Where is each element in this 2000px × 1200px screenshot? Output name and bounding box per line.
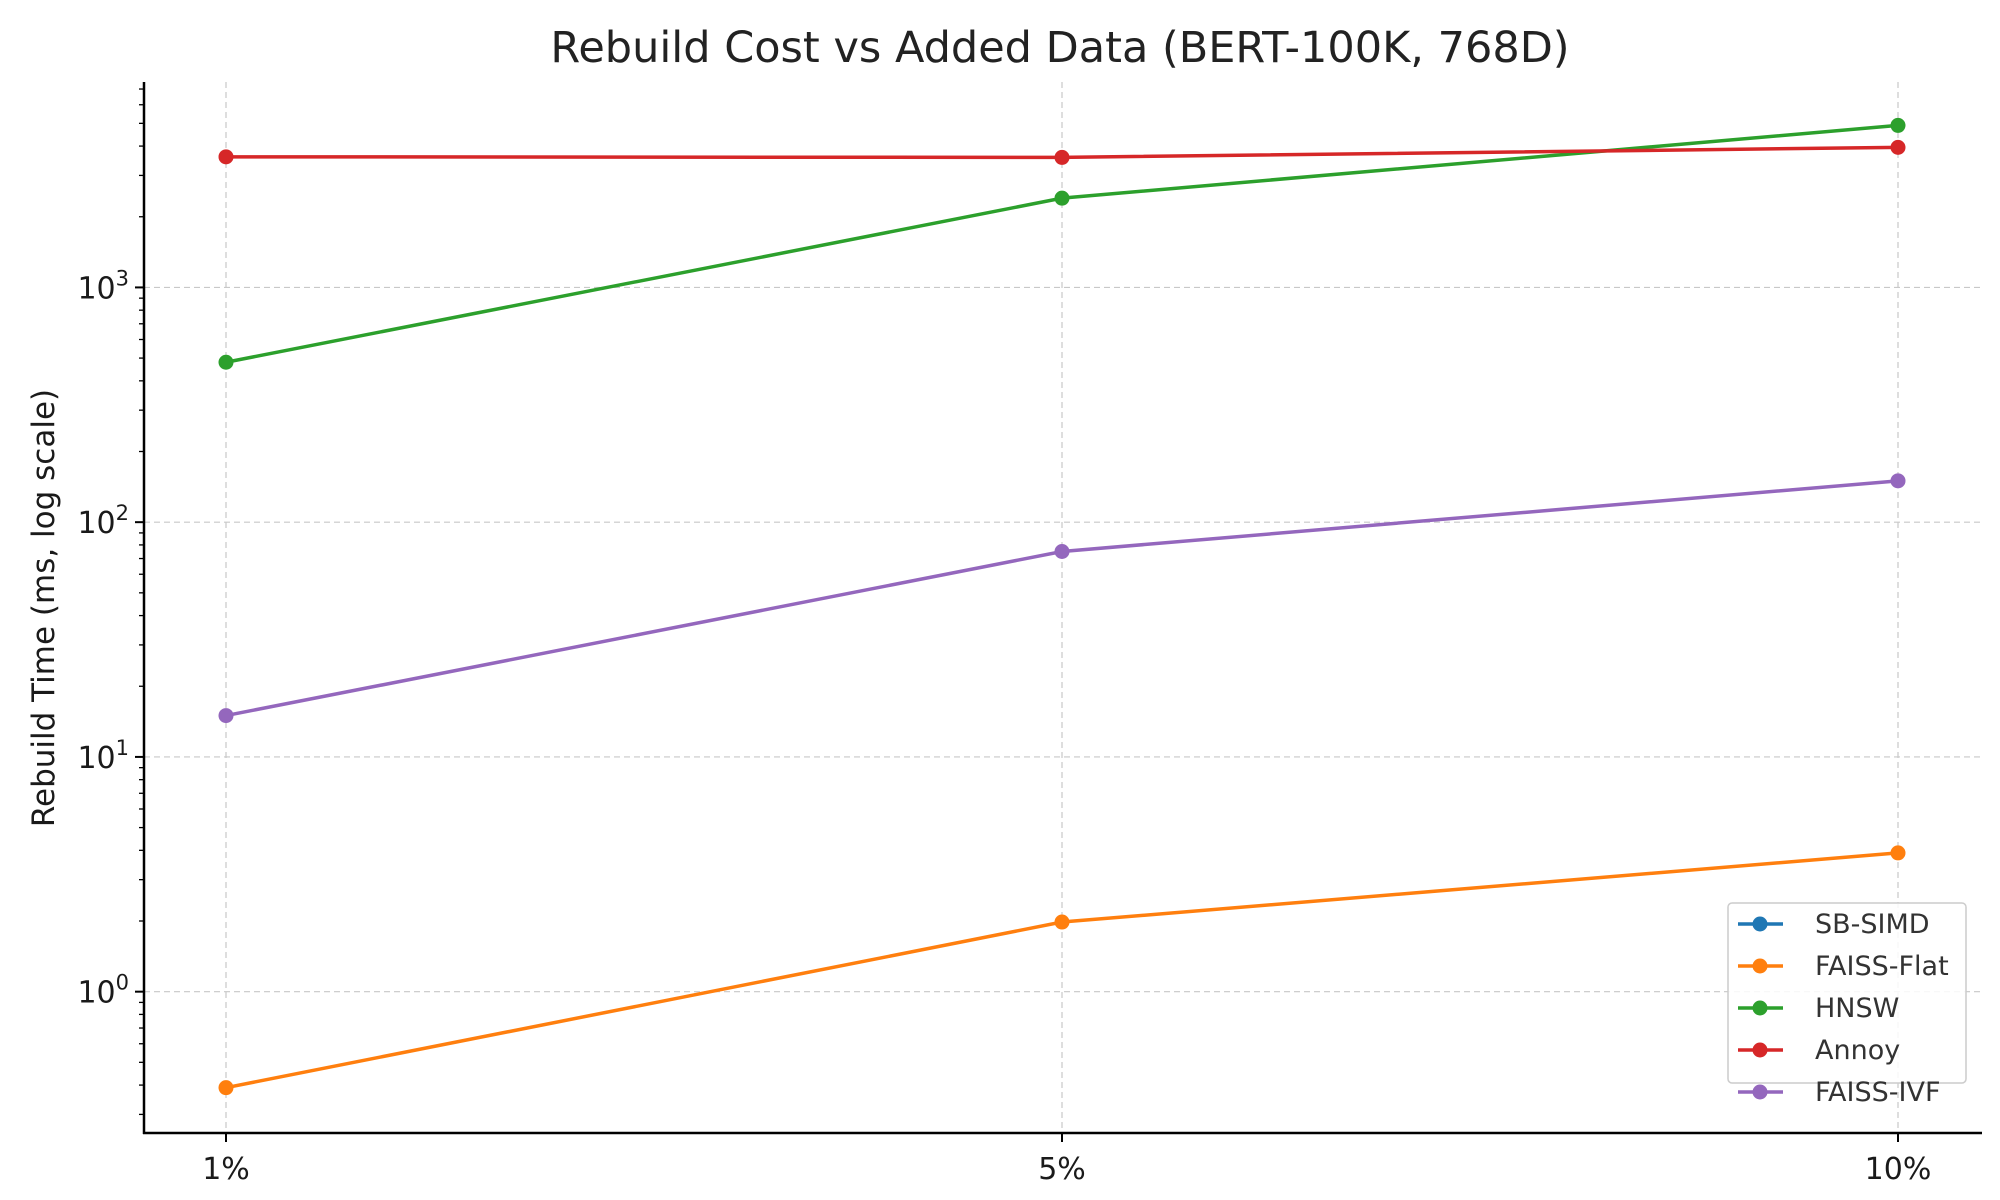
legend-label: HNSW: [1815, 993, 1899, 1024]
x-tick-label: 10%: [1865, 1152, 1932, 1187]
y-axis-ticks: 100 101 102 103: [77, 88, 144, 1116]
legend-item: FAISS-IVF: [1738, 1077, 1940, 1108]
series-faiss-flat: [218, 845, 1906, 1096]
legend-marker: [1752, 1084, 1768, 1100]
x-axis-ticks: 1% 5% 10%: [202, 1133, 1931, 1187]
legend-item: SB-SIMD: [1738, 909, 1930, 940]
y-axis-label: Rebuild Time (ms, log scale): [26, 389, 62, 827]
y-tick-label: 101: [77, 736, 129, 776]
chart-title: Rebuild Cost vs Added Data (BERT-100K, 7…: [550, 23, 1569, 73]
data-point: [218, 708, 234, 724]
legend-item: FAISS-Flat: [1738, 951, 1949, 982]
data-point: [1890, 139, 1906, 155]
legend-item: HNSW: [1738, 993, 1899, 1024]
x-tick-label: 5%: [1038, 1152, 1086, 1187]
y-tick-label: 100: [77, 971, 129, 1011]
data-point: [218, 354, 234, 370]
series-annoy: [218, 139, 1906, 165]
legend-marker: [1752, 958, 1768, 974]
series-faiss-ivf: [218, 473, 1906, 724]
legend-marker: [1752, 1000, 1768, 1016]
data-point: [1890, 845, 1906, 861]
legend-label: FAISS-IVF: [1815, 1077, 1940, 1108]
legend-box: [1727, 902, 1967, 1084]
legend-marker: [1752, 916, 1768, 932]
data-point: [218, 1080, 234, 1096]
x-tick-label: 1%: [202, 1152, 250, 1187]
legend: SB-SIMD FAISS-Flat HNSW Annoy FAISS-IVF: [1727, 902, 1967, 1108]
legend-marker: [1752, 1042, 1768, 1058]
grid-lines: [144, 82, 1982, 1133]
legend-label: FAISS-Flat: [1815, 951, 1949, 982]
data-point: [1890, 117, 1906, 133]
data-point: [1054, 190, 1070, 206]
legend-label: Annoy: [1815, 1035, 1900, 1066]
data-point: [218, 149, 234, 165]
series-group: [218, 117, 1906, 1096]
data-point: [1054, 914, 1070, 930]
legend-label: SB-SIMD: [1815, 909, 1930, 940]
data-point: [1890, 473, 1906, 489]
y-tick-label: 103: [77, 266, 129, 306]
data-point: [1054, 149, 1070, 165]
legend-item: Annoy: [1738, 1035, 1900, 1066]
data-point: [1054, 543, 1070, 559]
y-tick-label: 102: [77, 501, 129, 541]
